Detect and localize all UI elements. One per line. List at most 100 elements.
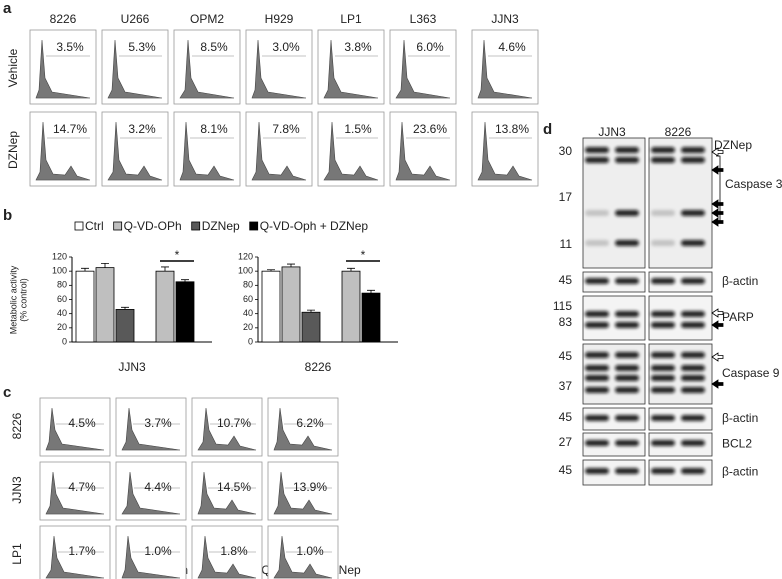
- percent-label: 3.2%: [128, 122, 156, 136]
- arrow: [711, 199, 724, 209]
- row-label: LP1: [10, 543, 24, 565]
- band: [681, 157, 705, 163]
- cell-line-label: 8226: [50, 12, 77, 26]
- band: [615, 352, 639, 358]
- legend-label: Q-VD-OPh: [124, 219, 182, 233]
- error-bar: [161, 266, 169, 272]
- y-tick-label: 20: [57, 322, 67, 332]
- marker-label: 45: [559, 463, 573, 477]
- marker-label: 30: [559, 144, 573, 158]
- histogram: [273, 407, 333, 451]
- legend-label: Ctrl: [85, 219, 104, 233]
- band: [651, 365, 675, 371]
- y-tick-label: 0: [248, 336, 253, 346]
- percent-label: 14.7%: [53, 122, 87, 136]
- marker-label: 45: [559, 410, 573, 424]
- band: [585, 365, 609, 371]
- band: [681, 278, 705, 284]
- row-label: Vehicle: [6, 48, 20, 87]
- band: [585, 352, 609, 358]
- error-bar: [101, 262, 109, 268]
- percent-label: 23.6%: [413, 122, 447, 136]
- histogram: [477, 121, 533, 181]
- percent-label: 4.6%: [498, 40, 526, 54]
- bar: [261, 270, 281, 343]
- band: [681, 210, 705, 216]
- arrow: [711, 147, 724, 157]
- marker-label: 45: [559, 273, 573, 287]
- y-tick-label: 80: [57, 280, 67, 290]
- band: [615, 375, 639, 381]
- percent-label: 1.5%: [344, 122, 372, 136]
- blot-frame: [648, 407, 713, 431]
- y-tick-label: 60: [243, 294, 253, 304]
- error-bar: [287, 263, 295, 267]
- percent-label: 4.4%: [144, 480, 172, 494]
- percent-label: 6.0%: [416, 40, 444, 54]
- band: [651, 147, 675, 153]
- percent-label: 8.1%: [200, 122, 228, 136]
- y-tick-label: 20: [243, 322, 253, 332]
- error-bar: [347, 267, 355, 272]
- blot-frame: [648, 271, 713, 293]
- histogram: [251, 121, 307, 181]
- blot-label: β-actin: [722, 274, 758, 288]
- y-axis-label: Metabolic activity: [8, 265, 18, 334]
- band: [585, 157, 609, 163]
- band: [615, 440, 639, 446]
- band: [651, 440, 675, 446]
- percent-label: 1.7%: [68, 544, 96, 558]
- bar: [155, 270, 175, 343]
- blot-label: β-actin: [722, 465, 758, 479]
- band: [615, 365, 639, 371]
- percent-label: 5.3%: [128, 40, 156, 54]
- band: [681, 365, 705, 371]
- arrow: [711, 352, 724, 362]
- y-tick-label: 120: [238, 251, 253, 261]
- cell-line-label: H929: [265, 12, 294, 26]
- histogram: [395, 121, 451, 181]
- band: [585, 415, 609, 421]
- percent-label: 10.7%: [217, 416, 251, 430]
- bar: [301, 311, 321, 343]
- error-bar: [121, 306, 129, 310]
- percent-label: 13.8%: [495, 122, 529, 136]
- histogram: [273, 471, 333, 515]
- percent-label: 8.5%: [200, 40, 228, 54]
- band: [651, 375, 675, 381]
- percent-label: 3.5%: [56, 40, 84, 54]
- band: [615, 468, 639, 474]
- y-tick-label: 120: [52, 251, 67, 261]
- error-bar: [367, 289, 375, 294]
- band: [615, 147, 639, 153]
- bar: [95, 267, 115, 343]
- band: [651, 322, 675, 328]
- blot-label: Caspase 3: [725, 177, 782, 191]
- band: [615, 387, 639, 393]
- legend-swatch: [191, 221, 201, 231]
- band: [681, 387, 705, 393]
- treatment-label: DZNep: [714, 138, 752, 152]
- blot-frame: [648, 295, 713, 341]
- bar: [281, 266, 301, 343]
- band: [681, 468, 705, 474]
- band: [585, 311, 609, 317]
- percent-label: 1.0%: [144, 544, 172, 558]
- band: [651, 387, 675, 393]
- bar: [341, 270, 361, 343]
- cell-line-label: OPM2: [190, 12, 224, 26]
- cell-line-label: JJN3: [491, 12, 519, 26]
- percent-label: 14.5%: [217, 480, 251, 494]
- marker-label: 11: [560, 237, 573, 251]
- blot-label: Caspase 9: [722, 366, 780, 380]
- band: [681, 322, 705, 328]
- y-tick-label: 80: [243, 280, 253, 290]
- row-label: JJN3: [10, 476, 24, 504]
- blot-frame: [582, 432, 646, 457]
- panel-label: d: [543, 121, 552, 138]
- cell-line-label: LP1: [340, 12, 362, 26]
- blot-frame: [582, 271, 646, 293]
- histogram: [273, 535, 333, 579]
